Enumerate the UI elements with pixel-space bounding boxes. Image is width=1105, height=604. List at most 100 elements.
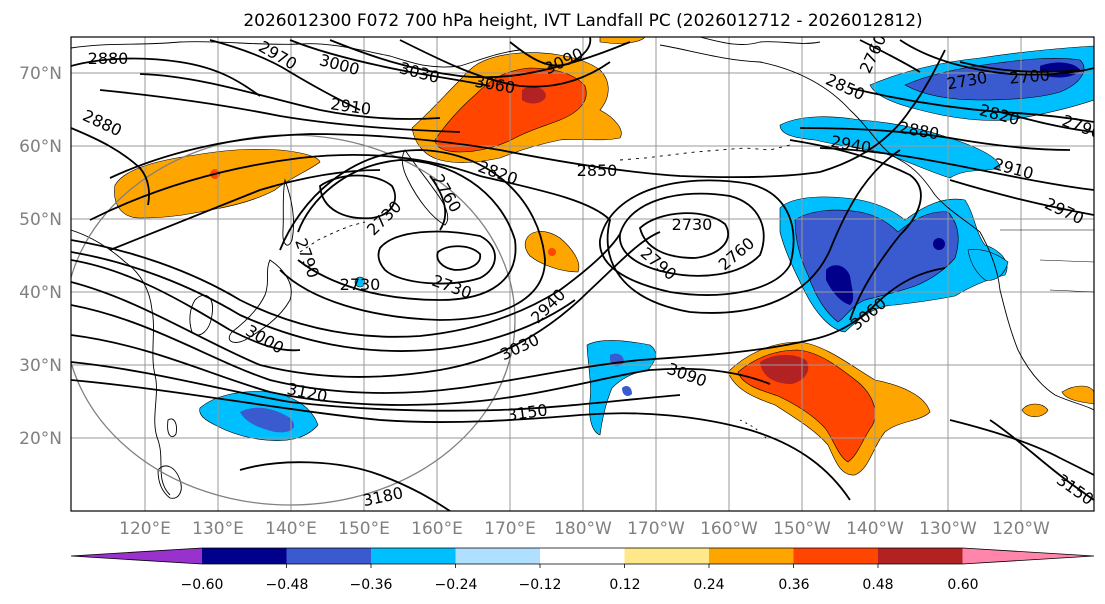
lon-label: 180°W	[554, 519, 612, 539]
coast-alaska	[659, 44, 981, 233]
colorbar-outline	[70, 547, 1095, 565]
colorbar-tick-label: −0.36	[350, 577, 393, 593]
contour-3000-west	[71, 259, 301, 352]
contour-2730-east	[638, 212, 730, 259]
colorbar-segment	[709, 548, 794, 564]
contour-3030	[71, 231, 661, 378]
map-panel: 2880 2970 3000 3030 3060 3090 2760 2850 …	[71, 37, 1094, 511]
coast-kuril	[299, 221, 366, 253]
ivt-negative-coast	[967, 249, 1009, 281]
lat-label-20: 20°N	[19, 429, 62, 449]
ivt-positive-edge	[1061, 385, 1094, 405]
contour-2850-b	[819, 49, 946, 173]
coast-aleutians	[619, 144, 791, 161]
coast-asia-north	[71, 41, 521, 68]
lon-label: 160°E	[411, 519, 463, 539]
contour-2820-a	[89, 154, 481, 221]
lon-label: 140°E	[265, 519, 317, 539]
coastlines	[71, 37, 1094, 499]
contour-2730-ne	[899, 39, 1094, 76]
lon-label: 150°W	[773, 519, 831, 539]
colorbar-segment	[878, 548, 963, 564]
contour-2970-mid	[71, 251, 576, 352]
contour-3060	[71, 267, 946, 394]
colorbar-segment	[793, 548, 879, 564]
contour-2970-east	[949, 179, 1094, 216]
coast-arctic-north	[699, 37, 821, 45]
lat-label-40: 40°N	[19, 283, 62, 303]
ivt-negative-midpacific-mid-2	[622, 386, 632, 396]
ivt-negative-gulf-core-small	[933, 238, 945, 250]
colorbar-tick-label: −0.48	[266, 577, 309, 593]
contour-2970	[209, 39, 361, 111]
contour-2880-east	[799, 127, 1071, 151]
coast-na-west	[979, 231, 1094, 411]
colorbar-tick-label: 0.24	[693, 577, 724, 593]
lon-label: 130°W	[919, 519, 977, 539]
contour-3120-se	[949, 419, 1094, 476]
contour-2820-ne	[849, 87, 1094, 123]
lon-label: 130°E	[192, 519, 244, 539]
contour-2910-a	[139, 73, 441, 120]
longitude-labels: 120°E 130°E 140°E 150°E 160°E 170°E 180°…	[119, 519, 1050, 539]
contour-2910-east	[819, 147, 1094, 191]
coast-taiwan	[167, 418, 177, 438]
contour-3180	[239, 461, 451, 511]
contour-label: 2850	[577, 161, 618, 180]
colorbar	[70, 547, 1095, 568]
colorbar-tick-label: −0.24	[435, 577, 478, 593]
colorbar-tick-label: −0.60	[181, 577, 224, 593]
contour-2940-east	[789, 139, 922, 321]
latitude-labels: 70°N 60°N 50°N 40°N 30°N 20°N	[19, 64, 62, 449]
colorbar-tick-label: 0.60	[947, 577, 978, 593]
contour-2700-low2	[436, 245, 482, 271]
lat-label-70: 70°N	[19, 64, 62, 84]
colorbar-segment	[371, 548, 456, 564]
ivt-negative-westpacific-mid	[240, 407, 295, 433]
contour-3150	[71, 379, 851, 501]
lon-label: 160°W	[700, 519, 758, 539]
contour-2730-low1	[319, 174, 396, 220]
contour-2940-mid	[71, 233, 621, 338]
contour-2700-ne	[959, 61, 1081, 73]
lat-label-60: 60°N	[19, 137, 62, 157]
colorbar-segment	[455, 548, 541, 564]
contour-3090	[509, 37, 592, 67]
lon-label: 120°E	[119, 519, 171, 539]
height-contours	[71, 37, 1094, 511]
coast-sakhalin	[282, 178, 295, 246]
coast-asia-east	[71, 229, 171, 496]
contour-2790-low	[279, 149, 546, 321]
colorbar-segment	[286, 548, 372, 564]
lon-label: 150°E	[338, 519, 390, 539]
coast-philippines	[157, 465, 182, 499]
contour-3120	[71, 361, 681, 412]
contour-2880-west	[71, 57, 261, 97]
colorbar-tick-label: 0.12	[609, 577, 640, 593]
ivt-core-central	[548, 248, 556, 256]
contour-3090	[71, 334, 771, 406]
ivt-core-arctic	[522, 86, 546, 104]
ivt-positive-siberia	[114, 148, 321, 219]
border-na	[1000, 229, 1094, 293]
contour-label: 2730	[672, 215, 713, 234]
contour-3030	[329, 39, 631, 79]
contour-2760-low	[297, 159, 517, 301]
contour-2730-low2	[377, 230, 496, 285]
map-frame	[70, 36, 1095, 512]
ivt-core-pacific	[760, 354, 809, 384]
contour-label: 2730	[340, 275, 381, 294]
colorbar-segment	[540, 548, 625, 564]
contour-label: 2700	[1008, 65, 1050, 87]
contour-2790-east	[599, 179, 795, 296]
lon-label: 170°W	[627, 519, 685, 539]
coast-japan	[228, 259, 292, 343]
colorbar-extend-low	[71, 548, 202, 564]
lat-label-50: 50°N	[19, 210, 62, 230]
contour-3150-se	[989, 419, 1094, 501]
coast-kamchatka	[401, 149, 449, 226]
colorbar-tick-label: 0.48	[862, 577, 893, 593]
map-title: 2026012300 F072 700 hPa height, IVT Land…	[243, 11, 922, 31]
colorbar-ticks: −0.60 −0.48 −0.36 −0.24 −0.12 0.12 0.24 …	[181, 577, 979, 593]
